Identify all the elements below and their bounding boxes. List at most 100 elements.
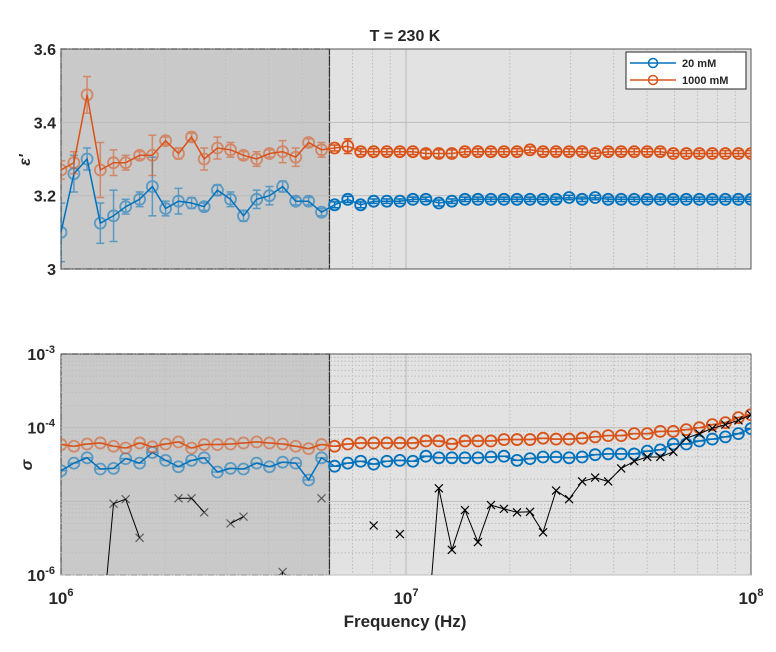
cross-marker bbox=[512, 507, 522, 517]
data-point bbox=[499, 504, 509, 514]
circle-marker bbox=[536, 192, 550, 206]
data-point bbox=[577, 477, 587, 486]
chart-title: T = 230 K bbox=[370, 28, 441, 45]
circle-marker bbox=[159, 453, 173, 467]
data-point bbox=[224, 437, 237, 451]
top-ylabel: ε' bbox=[17, 153, 34, 166]
data-point bbox=[80, 437, 94, 451]
circle-marker bbox=[354, 145, 368, 159]
circle-marker bbox=[627, 427, 641, 441]
circle-marker bbox=[302, 194, 315, 208]
series-20mm bbox=[61, 422, 751, 487]
data-point bbox=[239, 512, 248, 522]
circle-marker bbox=[627, 192, 641, 206]
data-point bbox=[484, 434, 498, 448]
circle-marker bbox=[172, 147, 185, 160]
data-point bbox=[692, 434, 706, 448]
data-point bbox=[744, 192, 751, 206]
circle-marker bbox=[237, 436, 250, 450]
data-point bbox=[445, 147, 459, 160]
circle-marker bbox=[315, 438, 328, 451]
data-point bbox=[744, 147, 751, 160]
data-point bbox=[315, 438, 328, 451]
cross-marker bbox=[486, 500, 496, 510]
data-point bbox=[224, 461, 237, 475]
legend-marker-20mm bbox=[647, 57, 659, 69]
circle-marker bbox=[510, 453, 524, 467]
data-point bbox=[226, 519, 235, 528]
data-point bbox=[718, 147, 732, 160]
data-point bbox=[121, 494, 131, 504]
data-point bbox=[406, 436, 420, 450]
cross-marker bbox=[447, 545, 457, 555]
circle-marker bbox=[159, 437, 173, 451]
circle-marker bbox=[263, 436, 276, 450]
circle-marker bbox=[575, 145, 589, 159]
series-1000mm bbox=[61, 408, 751, 455]
data-point bbox=[263, 185, 276, 206]
cross-marker bbox=[121, 494, 131, 504]
circle-marker bbox=[419, 147, 433, 160]
data-point bbox=[575, 145, 589, 159]
data-point bbox=[315, 141, 328, 158]
x-tick-label: 108 bbox=[738, 587, 763, 608]
circle-marker bbox=[393, 436, 407, 450]
data-point bbox=[445, 194, 459, 208]
data-point bbox=[588, 191, 602, 204]
circle-marker bbox=[732, 427, 745, 441]
circle-marker bbox=[744, 147, 751, 160]
circle-marker bbox=[523, 452, 537, 466]
data-point bbox=[551, 486, 561, 495]
data-point bbox=[549, 192, 563, 206]
x-tick-label: 106 bbox=[48, 587, 73, 608]
data-point bbox=[210, 136, 224, 160]
circle-marker bbox=[406, 436, 420, 450]
circle-marker bbox=[67, 439, 81, 453]
data-point bbox=[627, 145, 641, 159]
circle-marker bbox=[80, 451, 94, 465]
data-point bbox=[159, 437, 173, 451]
circle-marker bbox=[523, 192, 537, 206]
circle-marker bbox=[107, 439, 120, 453]
data-point bbox=[315, 451, 328, 465]
circle-marker bbox=[210, 465, 224, 479]
circle-marker bbox=[302, 442, 315, 455]
data-point bbox=[614, 192, 628, 206]
data-point bbox=[133, 191, 147, 208]
data-point bbox=[172, 460, 185, 474]
cross-marker bbox=[199, 507, 209, 517]
data-point bbox=[432, 147, 446, 160]
circle-marker bbox=[289, 150, 303, 164]
circle-marker bbox=[224, 192, 237, 206]
data-point bbox=[93, 141, 107, 199]
circle-marker bbox=[497, 449, 511, 463]
circle-marker bbox=[315, 143, 328, 157]
data-point bbox=[588, 448, 602, 462]
circle-marker bbox=[159, 134, 173, 148]
circle-marker bbox=[93, 163, 107, 177]
cross-marker bbox=[629, 456, 639, 466]
cross-marker bbox=[538, 527, 548, 537]
data-point bbox=[432, 451, 446, 465]
data-point bbox=[629, 456, 639, 466]
circle-marker bbox=[145, 180, 159, 193]
data-point bbox=[197, 438, 211, 451]
data-point bbox=[133, 436, 147, 450]
data-point bbox=[536, 431, 550, 445]
data-point bbox=[562, 145, 576, 159]
data-point bbox=[640, 145, 654, 159]
data-point bbox=[237, 148, 250, 162]
circle-marker bbox=[588, 430, 602, 444]
y-tick-label: 3 bbox=[47, 262, 56, 279]
data-point bbox=[419, 147, 433, 160]
circle-marker bbox=[601, 192, 615, 206]
data-point bbox=[523, 452, 537, 466]
data-point bbox=[250, 150, 264, 168]
data-point bbox=[497, 145, 511, 159]
data-point bbox=[406, 145, 420, 159]
data-point bbox=[432, 196, 446, 210]
data-point bbox=[732, 192, 745, 206]
data-point bbox=[354, 145, 368, 159]
data-point bbox=[133, 456, 147, 470]
circle-marker bbox=[302, 136, 315, 149]
